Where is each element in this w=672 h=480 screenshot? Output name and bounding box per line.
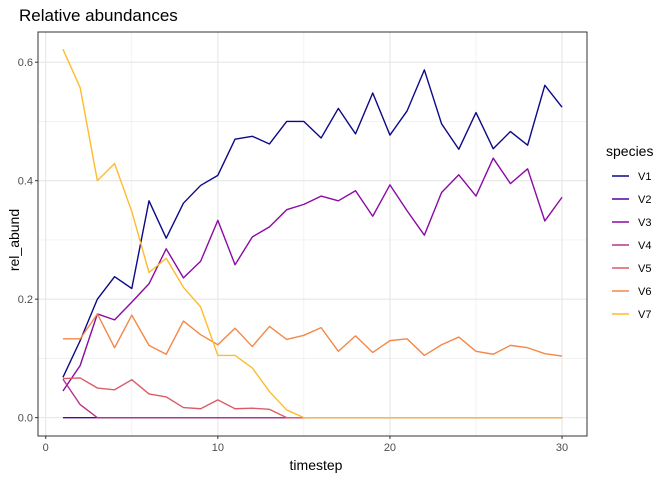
x-tick-label: 30: [556, 442, 568, 454]
legend-label-v4: V4: [638, 240, 651, 252]
y-axis-title: rel_abund: [6, 209, 22, 271]
y-axis: 0.0 0.2 0.4 0.6: [18, 57, 38, 425]
series-line-v7: [62, 48, 563, 419]
series-line-v1: [62, 69, 563, 378]
legend-label-v2: V2: [638, 194, 651, 206]
series-line-v3: [62, 157, 563, 392]
legend-label-v1: V1: [638, 171, 651, 183]
panel-border: [37, 31, 588, 437]
series-line-v6: [62, 313, 563, 357]
legend-label-v5: V5: [638, 263, 651, 275]
x-tick-label: 0: [43, 442, 49, 454]
x-axis: 0 10 20 30: [43, 436, 568, 454]
y-tick-label: 0.2: [18, 294, 33, 306]
legend: species V1 V2 V3 V4 V5 V6 V7: [606, 143, 653, 321]
series-lines: [62, 48, 563, 419]
legend-label-v7: V7: [638, 309, 651, 321]
plot-panel: [37, 31, 588, 437]
legend-label-v3: V3: [638, 217, 651, 229]
y-tick-label: 0.0: [18, 413, 33, 425]
x-tick-label: 20: [384, 442, 396, 454]
chart-title: Relative abundances: [19, 6, 178, 25]
y-tick-label: 0.4: [18, 176, 33, 188]
legend-label-v6: V6: [638, 286, 651, 298]
legend-title: species: [606, 143, 653, 159]
x-tick-label: 10: [212, 442, 224, 454]
x-axis-title: timestep: [290, 457, 343, 473]
grid-minor: [38, 32, 587, 436]
y-tick-label: 0.6: [18, 57, 33, 69]
